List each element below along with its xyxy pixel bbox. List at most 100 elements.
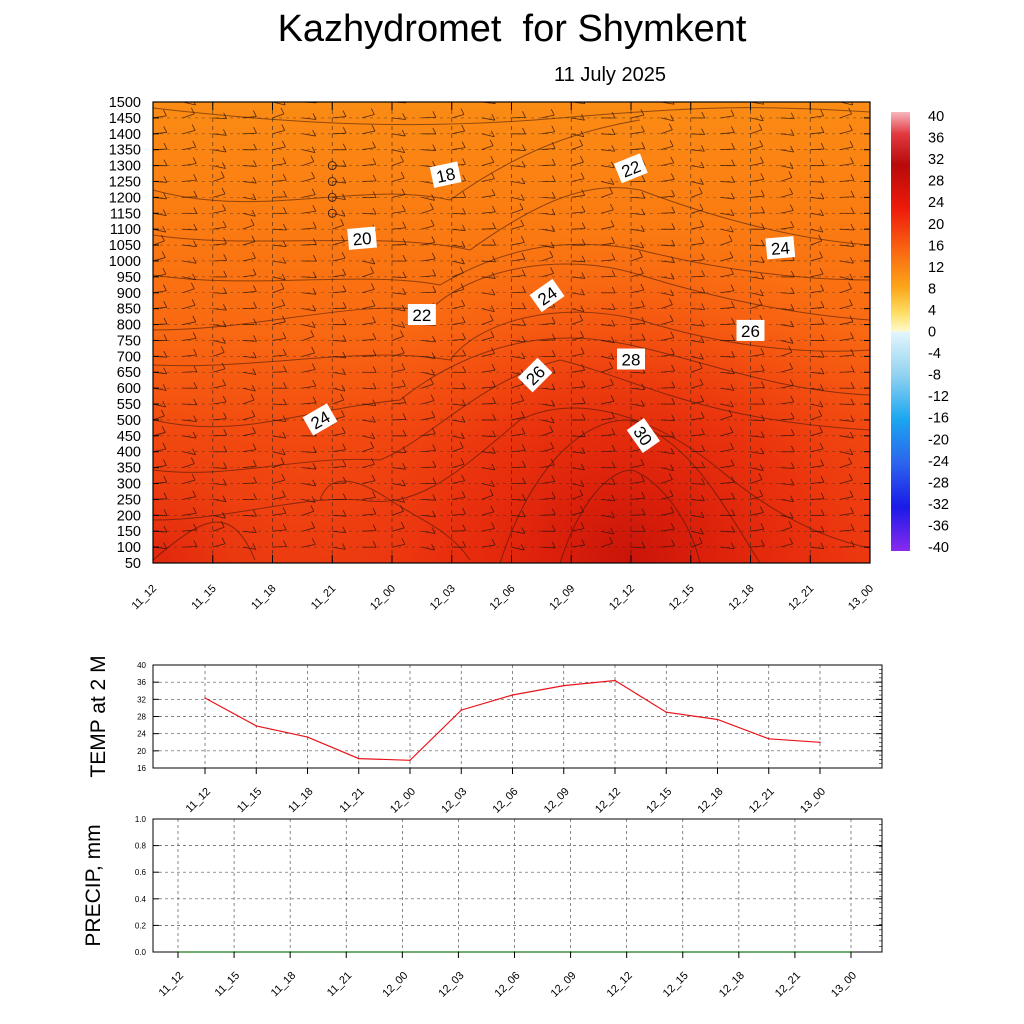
wind-barb — [600, 367, 613, 373]
wind-barb — [690, 434, 705, 437]
wind-barb — [869, 467, 870, 469]
wind-barb-feather — [790, 129, 795, 136]
contour-label: 22 — [407, 304, 436, 326]
wind-barb-feather — [521, 252, 526, 260]
wind-barb-feather — [550, 108, 555, 116]
wind-barb-feather — [402, 413, 407, 420]
wind-barb — [212, 368, 226, 373]
wind-barb — [630, 306, 645, 310]
wind-barb — [391, 352, 405, 357]
wind-barb — [630, 244, 644, 249]
wind-barb-feather — [433, 95, 436, 101]
wind-barb-feather — [820, 542, 825, 549]
wind-barb — [272, 338, 286, 341]
wind-barb — [869, 292, 870, 294]
wind-barb-feather — [163, 459, 167, 466]
wind-barb — [869, 149, 870, 151]
wind-barb-feather — [671, 431, 675, 438]
wind-barb-feather — [283, 398, 287, 406]
wind-barb — [511, 208, 524, 214]
wind-barb — [750, 145, 763, 151]
wind-barb-feather — [283, 190, 287, 197]
wind-barb-feather — [193, 382, 198, 389]
wind-barb-feather — [730, 384, 735, 391]
wind-barb-feather — [672, 102, 675, 105]
wind-barb-feather — [193, 415, 197, 422]
temp-2m-xtick-label: 12_00 — [388, 786, 418, 816]
wind-barb — [451, 305, 465, 310]
wind-barb — [332, 399, 344, 405]
wind-barb-feather — [701, 145, 705, 152]
temp-2m-ytick-label: 40 — [137, 661, 146, 670]
temp-2m-point — [460, 709, 463, 711]
wind-barb — [630, 403, 645, 407]
wind-barb-feather — [610, 527, 615, 535]
wind-barb — [272, 419, 287, 422]
wind-barb-feather — [401, 304, 406, 312]
wind-barb — [601, 133, 616, 136]
wind-barb — [720, 306, 735, 310]
wind-barb — [600, 192, 613, 198]
wind-barb — [362, 163, 376, 166]
heatmap-ytick-label: 1300 — [109, 159, 141, 175]
wind-barb-feather — [731, 126, 735, 133]
wind-barb — [182, 435, 197, 439]
wind-barb-feather — [641, 208, 645, 216]
heatmap-ytick-label: 900 — [117, 286, 141, 302]
wind-barb-feather — [880, 512, 883, 518]
wind-barb — [391, 276, 406, 279]
wind-barb-feather — [699, 378, 704, 385]
wind-barb-feather — [251, 384, 256, 392]
colorbar-tick-label: -36 — [928, 518, 949, 534]
temp-2m-point — [665, 711, 668, 714]
wind-barb — [810, 465, 824, 469]
wind-barb-feather — [431, 411, 436, 418]
wind-barb-feather — [760, 506, 764, 513]
wind-barb — [720, 355, 735, 358]
wind-barb-feather — [193, 523, 197, 531]
wind-barb-feather — [878, 171, 881, 177]
wind-barb-feather — [491, 288, 496, 296]
wind-barb — [660, 495, 674, 500]
wind-barb-feather — [283, 540, 287, 547]
wind-barb-feather — [701, 111, 706, 119]
temp-2m-xtick-label: 11_21 — [337, 786, 367, 816]
wind-barb — [750, 419, 765, 422]
wind-barb-feather — [849, 273, 854, 280]
heatmap-ytick-label: 450 — [117, 429, 141, 445]
wind-barb-feather — [790, 395, 795, 403]
wind-barb — [242, 196, 256, 201]
wind-barb — [302, 510, 314, 516]
wind-barb-feather — [848, 282, 852, 289]
wind-barb — [421, 499, 436, 501]
wind-barb-feather — [761, 381, 765, 388]
wind-barb — [750, 117, 764, 122]
wind-barb-feather — [280, 282, 285, 289]
wind-barb — [242, 530, 257, 534]
wind-barb — [182, 371, 197, 373]
wind-barb-feather — [730, 109, 735, 117]
wind-barb — [660, 545, 675, 548]
wind-barb-feather — [162, 225, 167, 233]
wind-barb — [481, 308, 495, 313]
wind-barb-feather — [820, 317, 825, 325]
wind-barb-feather — [192, 490, 197, 497]
wind-barb — [840, 403, 855, 406]
wind-barb — [810, 240, 822, 246]
wind-barb-feather — [551, 508, 556, 515]
wind-barb — [421, 466, 436, 469]
wind-barb-feather — [789, 537, 793, 544]
wind-barb-feather — [282, 415, 287, 422]
wind-barb-feather — [521, 335, 526, 343]
wind-barb — [182, 512, 197, 516]
wind-barb — [481, 117, 495, 121]
temp-2m-point — [767, 738, 770, 740]
heatmap-xtick-label: 12_06 — [488, 583, 518, 613]
wind-barb-feather — [490, 305, 495, 312]
wind-barb — [182, 546, 197, 548]
wind-barb-feather — [881, 238, 884, 244]
wind-barb — [630, 514, 645, 516]
wind-barb — [571, 353, 585, 357]
wind-barb — [630, 371, 645, 374]
temp-2m-point — [357, 757, 360, 760]
